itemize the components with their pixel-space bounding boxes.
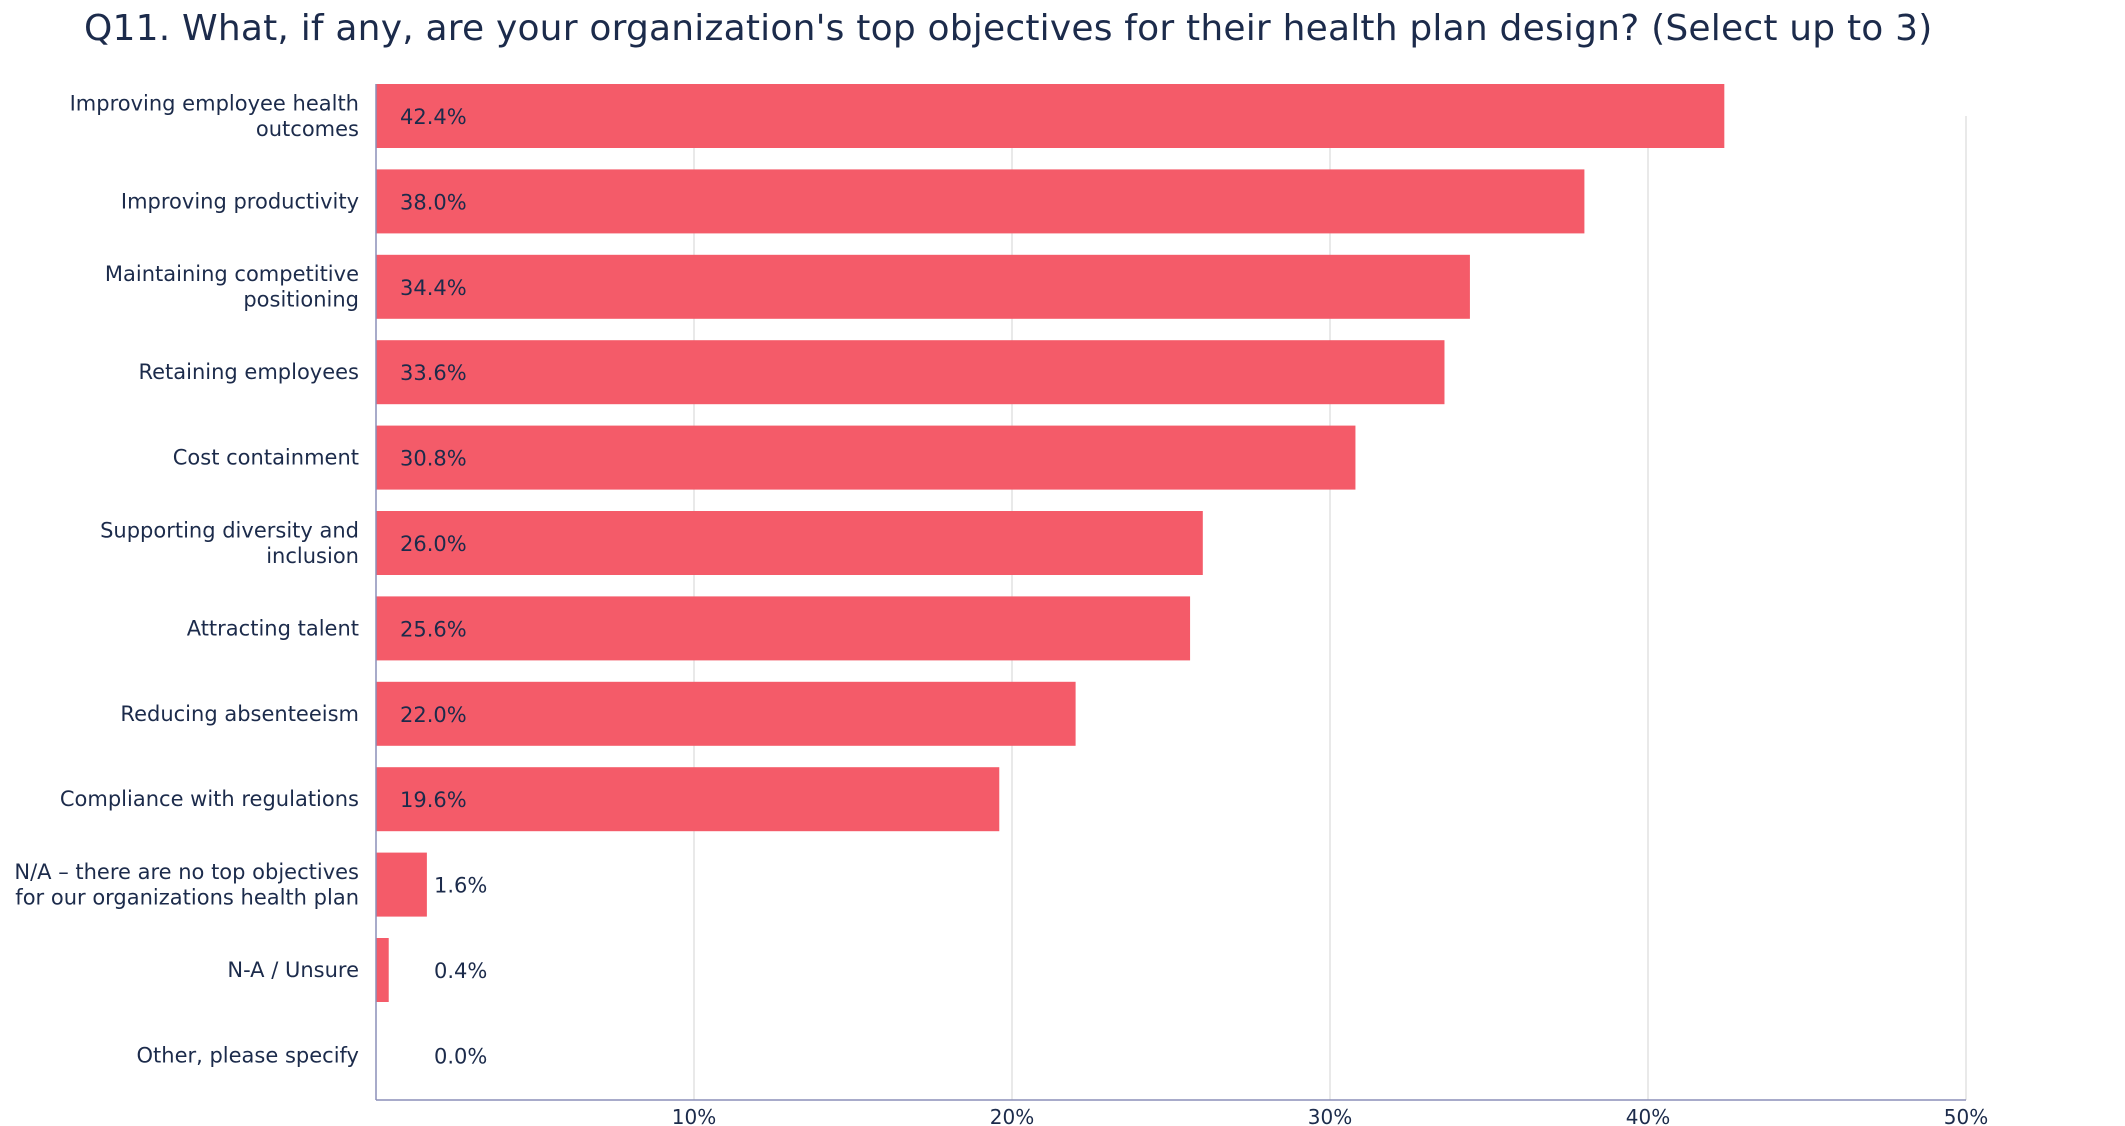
category-label: Other, please specify bbox=[137, 1043, 360, 1067]
value-label: 0.0% bbox=[434, 1044, 487, 1068]
bar bbox=[376, 767, 1000, 832]
category-label-line: outcomes bbox=[256, 117, 359, 141]
bar bbox=[376, 254, 1470, 319]
value-label: 38.0% bbox=[400, 190, 467, 214]
x-tick-label: 10% bbox=[672, 1105, 716, 1126]
category-label-line: inclusion bbox=[266, 544, 359, 568]
value-label: 33.6% bbox=[400, 361, 467, 385]
chart-title: Q11. What, if any, are your organization… bbox=[84, 8, 1933, 49]
category-label-line: Improving productivity bbox=[121, 189, 359, 213]
value-label: 34.4% bbox=[400, 276, 467, 300]
bar bbox=[376, 84, 1725, 148]
value-label: 22.0% bbox=[400, 703, 467, 727]
category-label-line: Other, please specify bbox=[137, 1043, 360, 1067]
bar bbox=[376, 938, 389, 1002]
category-label-line: positioning bbox=[243, 288, 359, 312]
bar bbox=[376, 852, 427, 917]
x-tick-label: 20% bbox=[990, 1105, 1034, 1126]
category-label-line: N-A / Unsure bbox=[227, 958, 359, 982]
category-label: N-A / Unsure bbox=[227, 958, 359, 982]
x-tick-label: 40% bbox=[1626, 1105, 1670, 1126]
category-label: Maintaining competitive positioning bbox=[105, 262, 359, 312]
category-label: Reducing absenteeism bbox=[120, 702, 359, 726]
labels: 10% 20% 30% 40% 50% 42.4% Improving employee h… bbox=[14, 91, 1988, 1126]
category-label: N/A – there are no top objectives for our… bbox=[14, 860, 359, 910]
value-label: 42.4% bbox=[400, 105, 467, 129]
category-label: Attracting talent bbox=[187, 616, 359, 640]
category-label-line: Reducing absenteeism bbox=[120, 702, 359, 726]
category-label-line: Compliance with regulations bbox=[60, 787, 359, 811]
value-label: 19.6% bbox=[400, 788, 467, 812]
category-label: Supporting diversity and inclusion bbox=[100, 518, 359, 568]
bar bbox=[376, 340, 1445, 405]
x-tick-label: 50% bbox=[1944, 1105, 1988, 1126]
value-label: 30.8% bbox=[400, 447, 467, 471]
value-label: 25.6% bbox=[400, 617, 467, 641]
x-tick-label: 30% bbox=[1308, 1105, 1352, 1126]
category-label-line: Supporting diversity and bbox=[100, 518, 359, 542]
axes bbox=[375, 84, 1966, 1101]
category-label-line: N/A – there are no top objectives bbox=[14, 860, 359, 884]
value-label: 0.4% bbox=[434, 959, 487, 983]
category-label: Retaining employees bbox=[138, 360, 359, 384]
category-label: Compliance with regulations bbox=[60, 787, 359, 811]
category-label-line: Attracting talent bbox=[187, 616, 359, 640]
category-label-line: Maintaining competitive bbox=[105, 262, 359, 286]
value-label: 1.6% bbox=[434, 874, 487, 898]
category-label: Cost containment bbox=[173, 446, 359, 470]
bar bbox=[376, 511, 1203, 575]
bar bbox=[376, 169, 1585, 234]
bars bbox=[376, 84, 1725, 1002]
category-label-line: Retaining employees bbox=[138, 360, 359, 384]
category-label-line: Cost containment bbox=[173, 446, 359, 470]
category-label: Improving productivity bbox=[121, 189, 359, 213]
category-label-line: Improving employee health bbox=[70, 91, 359, 115]
bar bbox=[376, 681, 1076, 746]
bar bbox=[376, 596, 1191, 661]
bar bbox=[376, 425, 1356, 490]
category-label: Improving employee health outcomes bbox=[70, 91, 359, 141]
value-label: 26.0% bbox=[400, 532, 467, 556]
category-label-line: for our organizations health plan bbox=[15, 885, 359, 909]
